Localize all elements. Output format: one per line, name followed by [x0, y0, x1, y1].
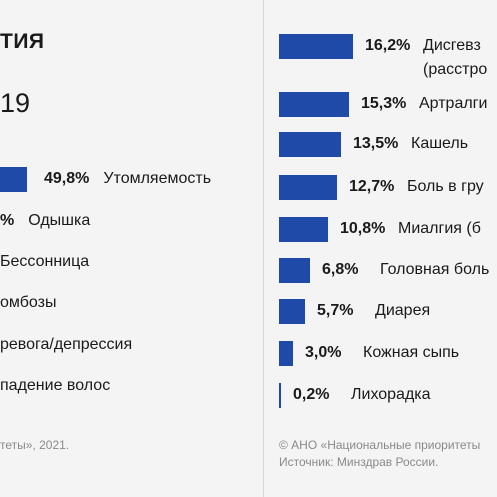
chart-value-label: 15,3% — [361, 95, 407, 112]
panel-divider — [263, 0, 264, 497]
copyright-line: © АНО «Национальные приоритеты — [279, 438, 481, 452]
left-row-label: Бессонница — [0, 253, 90, 270]
chart-value-label: 10,8% — [340, 220, 386, 237]
chart-value-label: 0,2% — [293, 386, 330, 403]
left-row-label: омбозы — [0, 294, 57, 311]
left-row-anxiety: ревога/депрессия — [0, 336, 132, 354]
left-row-thrombosis: омбозы — [0, 294, 56, 312]
chart-value-label: 3,0% — [305, 344, 342, 361]
chart-value-label: 6,8% — [322, 261, 359, 278]
chart-category-label: Боль в гру — [407, 178, 484, 195]
source-line: Источник: Минздрав России. — [279, 455, 439, 469]
left-bar-fatigue — [0, 167, 27, 192]
chart-category-label: Кашель — [411, 135, 469, 152]
chart-category-label: Кожная сыпь — [363, 344, 460, 361]
chart-value-label: 12,7% — [349, 178, 395, 195]
chart-category-label: Артралги — [419, 95, 488, 112]
chart-value-label: 5,7% — [317, 302, 354, 319]
chart-bar — [279, 132, 341, 157]
left-row-label: ревога/депрессия — [0, 336, 133, 353]
right-footer: © АНО «Национальные приоритеты Источник:… — [279, 437, 480, 471]
chart-category-label-line2: (расстро — [423, 61, 488, 78]
left-footer: теты», 2021. — [0, 438, 70, 452]
left-row-label: Одышка — [28, 212, 91, 229]
chart-category-label: Диарея — [375, 302, 431, 319]
left-subtitle: 19 — [0, 88, 31, 118]
chart-bar — [279, 34, 353, 59]
chart-bar — [279, 341, 293, 366]
chart-category-label: Миалгия (б — [398, 220, 481, 237]
chart-bar — [279, 217, 328, 242]
left-row-value: 49,8% — [44, 170, 90, 187]
chart-category-label: Дисгевз — [423, 37, 481, 54]
chart-value-label: 16,2% — [365, 37, 411, 54]
chart-bar — [279, 299, 305, 324]
chart-bar — [279, 175, 337, 200]
left-title: ТИЯ — [0, 30, 45, 53]
left-row-label: Утомляемость — [103, 170, 212, 187]
left-row-label: падение волос — [0, 377, 111, 394]
chart-category-label: Головная боль — [380, 261, 490, 278]
left-row-insomnia: Бессонница — [0, 253, 89, 271]
left-row-fatigue: 49,8% Утомляемость — [44, 170, 211, 188]
chart-bar — [279, 383, 281, 408]
chart-value-label: 13,5% — [353, 135, 399, 152]
chart-category-label: Лихорадка — [351, 386, 431, 403]
chart-bar — [279, 92, 349, 117]
left-row-hairloss: падение волос — [0, 377, 110, 395]
left-row-dyspnea: % Одышка — [0, 212, 90, 230]
chart-bar — [279, 258, 310, 283]
left-row-value: % — [0, 212, 15, 229]
